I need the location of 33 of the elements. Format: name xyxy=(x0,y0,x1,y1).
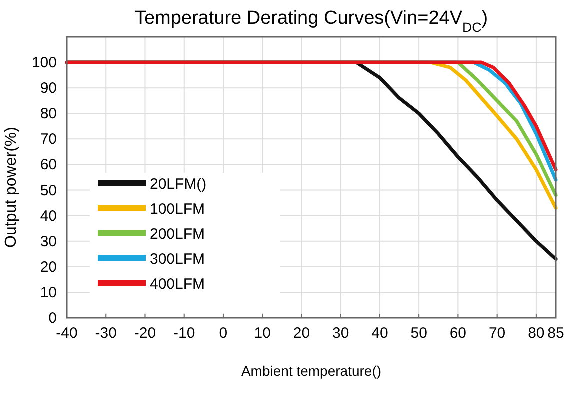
x-tick-label: -20 xyxy=(134,325,156,342)
legend-label: 400LFM xyxy=(150,276,206,293)
y-tick-label: 0 xyxy=(48,310,57,327)
chart-title: Temperature Derating Curves(Vin=24V$_{DC}$) xyxy=(134,8,488,34)
x-tick-label: 0 xyxy=(219,325,228,342)
legend-label: 100LFM xyxy=(150,201,206,218)
x-tick-label: 80 xyxy=(528,325,545,342)
legend-label: 200LFM xyxy=(150,226,206,243)
y-tick-label: 80 xyxy=(40,106,57,123)
x-tick-label: -40 xyxy=(56,325,78,342)
x-tick-label: 85 xyxy=(548,325,564,342)
x-tick-label: 20 xyxy=(293,325,310,342)
legend-label: 300LFM xyxy=(150,251,206,268)
y-tick-label: 40 xyxy=(40,208,57,225)
legend-label: 20LFM() xyxy=(150,176,207,193)
y-tick-label: 60 xyxy=(40,156,57,174)
x-axis-title: Ambient temperature() xyxy=(241,363,382,379)
x-tick-label: 70 xyxy=(488,325,506,342)
x-tick-label: 60 xyxy=(450,325,467,342)
y-tick-label: 90 xyxy=(40,80,57,98)
y-tick-label: 70 xyxy=(40,131,57,148)
x-tick-label: 40 xyxy=(372,325,388,342)
x-tick-label: 10 xyxy=(254,325,271,342)
x-tick-label: -30 xyxy=(95,325,117,342)
y-tick-label: 10 xyxy=(40,284,57,302)
y-tick-label: 30 xyxy=(40,233,57,250)
y-tick-label: 20 xyxy=(40,258,57,276)
y-tick-label: 50 xyxy=(40,182,57,200)
y-axis-title: Output power(%) xyxy=(3,127,20,248)
x-tick-label: -10 xyxy=(174,325,196,342)
x-tick-label: 50 xyxy=(410,325,428,342)
y-tick-label: 100 xyxy=(32,54,57,72)
x-tick-label: 30 xyxy=(332,325,350,342)
